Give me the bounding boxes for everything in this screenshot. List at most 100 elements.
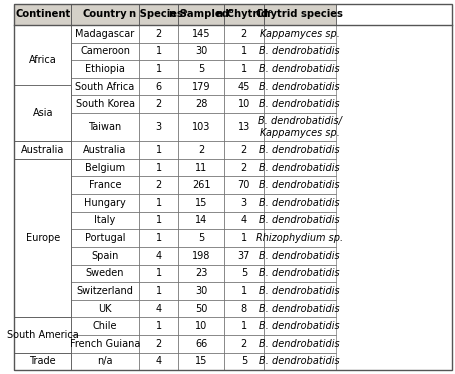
Text: France: France <box>89 180 121 190</box>
Text: 8: 8 <box>240 304 246 313</box>
Bar <box>139 4 178 25</box>
Text: 37: 37 <box>237 251 249 261</box>
Text: 2: 2 <box>197 145 204 155</box>
Text: B. dendrobatidis: B. dendrobatidis <box>259 286 339 296</box>
Text: 1: 1 <box>155 46 161 56</box>
Bar <box>178 141 224 159</box>
Bar <box>139 353 178 370</box>
Text: 45: 45 <box>237 82 249 92</box>
Text: B. dendrobatidis: B. dendrobatidis <box>259 304 339 313</box>
Bar <box>139 25 178 43</box>
Text: 179: 179 <box>192 82 210 92</box>
Bar <box>14 85 71 141</box>
Text: 3: 3 <box>240 198 246 208</box>
Text: B. dendrobatidis: B. dendrobatidis <box>259 163 339 173</box>
Text: 2: 2 <box>240 339 247 349</box>
Text: 15: 15 <box>195 356 207 367</box>
Bar <box>139 177 178 194</box>
Bar <box>178 43 224 60</box>
Bar <box>224 247 263 264</box>
Text: 4: 4 <box>155 304 161 313</box>
Bar <box>224 25 263 43</box>
Bar <box>263 177 335 194</box>
Bar <box>71 300 139 318</box>
Bar <box>178 177 224 194</box>
Text: Chile: Chile <box>92 321 117 331</box>
Bar <box>224 353 263 370</box>
Text: B. dendrobatidis: B. dendrobatidis <box>259 215 339 226</box>
Text: 1: 1 <box>240 321 246 331</box>
Bar <box>178 353 224 370</box>
Bar <box>139 60 178 78</box>
Text: 261: 261 <box>192 180 210 190</box>
Bar <box>178 78 224 95</box>
Text: Sweden: Sweden <box>86 268 124 278</box>
Bar <box>263 113 335 141</box>
Text: 14: 14 <box>195 215 207 226</box>
Text: B. dendrobatidis: B. dendrobatidis <box>259 46 339 56</box>
Bar <box>224 95 263 113</box>
Text: 2: 2 <box>155 99 162 109</box>
Bar <box>178 95 224 113</box>
Text: B. dendrobatidis: B. dendrobatidis <box>259 251 339 261</box>
Bar <box>224 4 263 25</box>
Text: B. dendrobatidis: B. dendrobatidis <box>259 356 339 367</box>
Text: South Korea: South Korea <box>76 99 134 109</box>
Bar <box>263 4 335 25</box>
Bar <box>71 353 139 370</box>
Bar <box>139 300 178 318</box>
Text: 50: 50 <box>195 304 207 313</box>
Bar <box>263 212 335 229</box>
Bar <box>263 194 335 212</box>
Bar <box>263 264 335 282</box>
Text: Cameroon: Cameroon <box>80 46 130 56</box>
Text: 2: 2 <box>240 163 247 173</box>
Bar <box>178 194 224 212</box>
Bar <box>139 113 178 141</box>
Text: B. dendrobatidis: B. dendrobatidis <box>259 145 339 155</box>
Text: Europe: Europe <box>25 233 60 243</box>
Text: Italy: Italy <box>94 215 116 226</box>
Bar <box>139 264 178 282</box>
Text: 4: 4 <box>240 215 246 226</box>
Bar <box>224 212 263 229</box>
Bar <box>178 4 224 25</box>
Bar <box>139 194 178 212</box>
Text: B. dendrobatidis/
Kappamyces sp.: B. dendrobatidis/ Kappamyces sp. <box>257 116 341 138</box>
Bar <box>71 60 139 78</box>
Bar <box>224 113 263 141</box>
Text: South America: South America <box>7 330 78 340</box>
Text: 3: 3 <box>155 122 161 132</box>
Bar <box>139 78 178 95</box>
Bar <box>263 25 335 43</box>
Bar <box>178 159 224 177</box>
Text: n Speciesᵃ: n Speciesᵃ <box>129 9 187 19</box>
Text: B. dendrobatidis: B. dendrobatidis <box>259 268 339 278</box>
Bar <box>178 247 224 264</box>
Bar <box>139 229 178 247</box>
Bar <box>178 318 224 335</box>
Text: 10: 10 <box>237 99 249 109</box>
Text: 70: 70 <box>237 180 249 190</box>
Bar <box>178 60 224 78</box>
Bar <box>224 282 263 300</box>
Text: 15: 15 <box>195 198 207 208</box>
Bar <box>178 113 224 141</box>
Text: B. dendrobatidis: B. dendrobatidis <box>259 321 339 331</box>
Bar <box>224 194 263 212</box>
Bar <box>14 141 71 159</box>
Text: Chytrid species: Chytrid species <box>256 9 342 19</box>
Text: 28: 28 <box>195 99 207 109</box>
Bar <box>263 141 335 159</box>
Text: 5: 5 <box>240 356 247 367</box>
Text: Hungary: Hungary <box>84 198 126 208</box>
Text: Australia: Australia <box>21 145 64 155</box>
Bar <box>71 95 139 113</box>
Bar <box>263 43 335 60</box>
Bar <box>14 159 71 318</box>
Text: 2: 2 <box>240 145 247 155</box>
Bar <box>71 247 139 264</box>
Text: French Guiana: French Guiana <box>70 339 140 349</box>
Text: 1: 1 <box>240 233 246 243</box>
Text: 145: 145 <box>192 29 210 39</box>
